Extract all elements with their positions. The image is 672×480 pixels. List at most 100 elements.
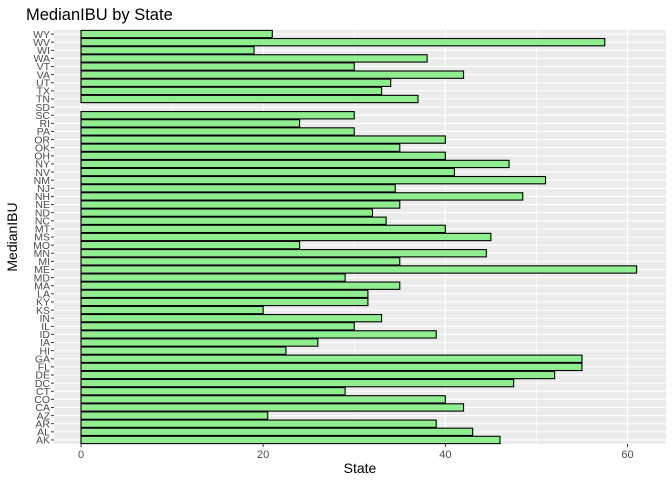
y-tick-label: MD — [34, 272, 51, 284]
y-tick-label: MO — [33, 240, 50, 252]
y-tick-label: NM — [34, 175, 50, 187]
bar-ga — [80, 354, 583, 363]
y-tick-label: CO — [34, 394, 50, 406]
y-tick-label: WV — [33, 37, 50, 49]
y-tick-label: MI — [38, 256, 50, 268]
y-tick-label: NY — [35, 159, 50, 171]
bar-va — [80, 70, 465, 79]
y-tick-label: OK — [35, 142, 50, 154]
y-tick-label: CT — [36, 386, 51, 398]
bar-id — [80, 330, 437, 339]
bar-ca — [80, 403, 465, 412]
y-tick-label: MA — [34, 280, 50, 292]
bar-co — [80, 395, 446, 404]
y-tick-label: MN — [34, 248, 50, 260]
y-tick-label: ND — [35, 207, 51, 219]
bar-al — [80, 427, 474, 437]
bar-tn — [80, 94, 419, 104]
bar-la — [80, 289, 369, 299]
y-tick-label: TX — [37, 86, 50, 98]
y-tick-label: HI — [40, 345, 51, 357]
bar-ma — [80, 281, 401, 290]
y-tick-label: SD — [35, 102, 50, 114]
bar-ms — [80, 232, 492, 242]
y-tick-label: LA — [37, 289, 50, 301]
y-tick-label: AK — [36, 435, 50, 447]
bar-ct — [80, 387, 346, 396]
y-tick-label: NV — [35, 167, 50, 179]
y-tick-label: AL — [37, 427, 50, 439]
y-tick-label: NJ — [37, 183, 50, 195]
y-tick-label: SC — [35, 110, 50, 122]
bar-il — [80, 322, 355, 331]
y-tick-label: NE — [35, 199, 50, 211]
y-tick-label: MT — [35, 224, 51, 236]
y-tick-label: RI — [40, 118, 51, 130]
y-tick-label: KS — [36, 305, 50, 317]
y-tick-label: IL — [41, 321, 50, 333]
y-tick-label: WI — [37, 45, 50, 57]
y-tick-label: VA — [37, 69, 50, 81]
y-tick-label: DE — [35, 370, 50, 382]
y-tick-label: DC — [35, 378, 51, 390]
y-tick-label: PA — [37, 126, 50, 138]
bar-ok — [80, 143, 401, 152]
bar-mt — [80, 224, 446, 234]
bar-ut — [80, 78, 392, 87]
bar-hi — [80, 346, 287, 355]
y-tick-label: AR — [35, 418, 50, 430]
bar-dc — [80, 378, 515, 388]
bar-ri — [80, 119, 301, 128]
y-tick-label: WY — [33, 29, 50, 41]
y-tick-label: NH — [35, 191, 50, 203]
bar-wy — [80, 29, 273, 39]
bar-nd — [80, 208, 374, 217]
bar-ak — [80, 435, 501, 445]
y-tick-label: ID — [40, 329, 51, 341]
bars — [80, 29, 638, 445]
y-tick-label: OR — [34, 134, 50, 146]
y-tick-label: NC — [35, 215, 51, 227]
bar-nm — [80, 175, 547, 185]
y-tick-label: WA — [33, 53, 50, 65]
y-tick-label: UT — [36, 77, 51, 89]
bar-pa — [80, 127, 355, 136]
bar-de — [80, 370, 556, 380]
y-tick-labels: AKALARAZCACOCTDCDEFLGAHIIAIDILINKSKYLAMA… — [33, 29, 54, 447]
bar-ar — [80, 419, 437, 428]
bar-mi — [80, 257, 401, 266]
bar-ny — [80, 159, 510, 169]
y-tick-label: CA — [35, 402, 50, 414]
y-tick-label: VT — [37, 61, 51, 73]
x-tick-label: 40 — [439, 449, 451, 461]
y-tick-label: IA — [40, 337, 50, 349]
y-tick-label: IN — [40, 313, 51, 325]
bar-tx — [80, 86, 383, 96]
bar-nj — [80, 184, 396, 193]
bar-wa — [80, 54, 428, 63]
y-tick-label: MS — [34, 232, 50, 244]
bar-az — [80, 411, 269, 420]
bar-md — [80, 273, 346, 282]
bar-mn — [80, 249, 487, 258]
bar-mo — [80, 240, 301, 250]
y-tick-label: ME — [34, 264, 50, 276]
bar-ks — [80, 305, 264, 315]
y-tick-label: KY — [36, 297, 50, 309]
bar-fl — [80, 362, 583, 372]
bar-nc — [80, 216, 387, 225]
bar-in — [80, 313, 383, 323]
y-tick-label: OH — [34, 151, 50, 163]
x-tick-label: 0 — [78, 449, 84, 461]
chart-title: MedianIBU by State — [26, 6, 173, 24]
bar-wi — [80, 46, 255, 55]
y-tick-label: AZ — [37, 410, 51, 422]
y-tick-label: FL — [38, 362, 50, 374]
bar-sc — [80, 111, 355, 120]
bar-vt — [80, 62, 355, 71]
x-tick-labels: 0 20 40 60 — [78, 444, 634, 461]
bar-nh — [80, 192, 524, 201]
bar-nv — [80, 167, 455, 177]
